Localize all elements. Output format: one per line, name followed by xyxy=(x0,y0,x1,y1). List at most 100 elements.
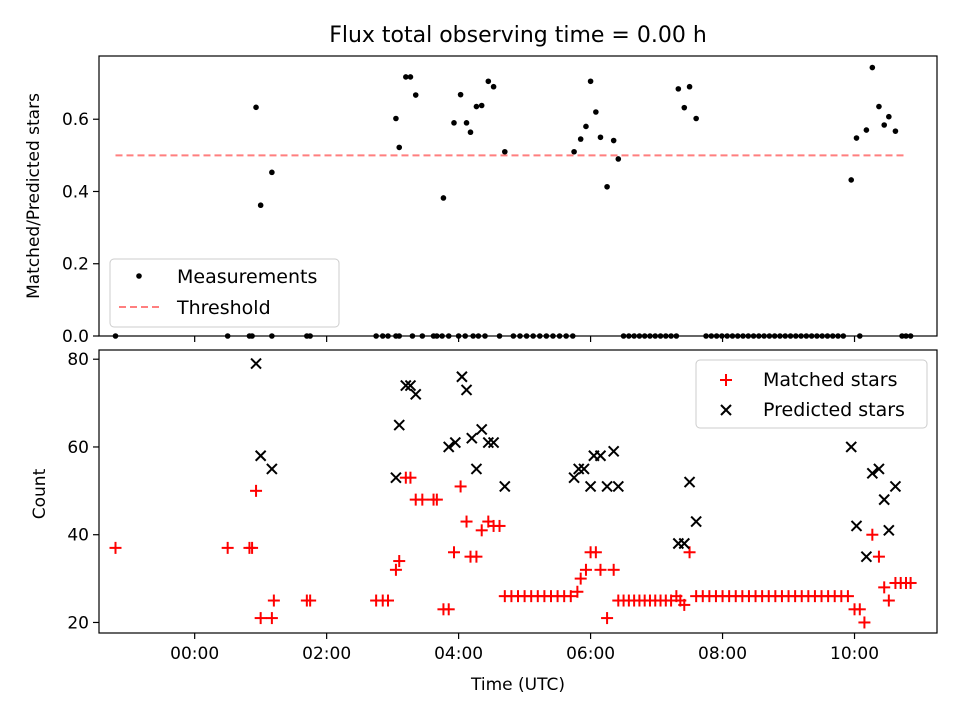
matched-star-point xyxy=(866,528,879,541)
predicted-star-point xyxy=(584,480,597,493)
matched-star-point xyxy=(382,594,395,607)
x-tick-label: 00:00 xyxy=(170,644,219,664)
measurement-point xyxy=(675,86,682,92)
legend-matched-label: Matched stars xyxy=(763,369,897,391)
predicted-star-point xyxy=(449,436,462,449)
predicted-star-point xyxy=(866,467,879,479)
measurement-point xyxy=(583,123,589,130)
matched-star-point xyxy=(678,598,691,611)
predicted-star-point xyxy=(883,524,895,537)
measurement-point xyxy=(473,103,480,110)
measurement-point xyxy=(269,169,275,176)
matched-star-point xyxy=(460,515,473,528)
y-tick-label: 60 xyxy=(67,438,89,458)
legend-predicted-label: Predicted stars xyxy=(763,399,905,421)
measurement-point xyxy=(693,115,699,122)
matched-star-point xyxy=(470,550,483,563)
matched-star-point xyxy=(109,541,122,554)
legend-matched-marker xyxy=(720,374,732,386)
matched-star-point xyxy=(265,612,278,625)
predicted-star-point xyxy=(266,463,278,475)
matched-star-point xyxy=(442,603,455,616)
bottom-axes-frame xyxy=(98,349,938,634)
predicted-star-point xyxy=(845,441,857,453)
measurement-point xyxy=(615,156,622,162)
predicted-star-point xyxy=(470,463,483,475)
matched-star-point xyxy=(589,546,602,559)
top-legend-box xyxy=(109,258,340,328)
measurement-point xyxy=(490,83,497,90)
x-tick-label: 10:00 xyxy=(830,644,879,664)
predicted-star-point xyxy=(393,419,405,431)
predicted-star-point xyxy=(460,384,473,396)
measurement-point xyxy=(597,134,604,141)
measurement-point xyxy=(467,129,474,136)
predicted-star-point xyxy=(443,441,455,453)
predicted-star-point xyxy=(850,520,863,532)
y-tick-label: 0.2 xyxy=(62,255,89,275)
predicted-star-point xyxy=(690,515,702,528)
measurement-point xyxy=(403,74,409,80)
legend-threshold-label: Threshold xyxy=(176,297,271,319)
measurement-point xyxy=(853,135,860,141)
measurement-point xyxy=(257,202,264,209)
x-tick-label: 04:00 xyxy=(434,644,483,664)
predicted-star-point xyxy=(410,388,422,401)
measurement-point xyxy=(577,136,584,142)
matched-star-point xyxy=(872,550,885,563)
predicted-star-point xyxy=(466,432,478,444)
predicted-star-point xyxy=(250,357,262,370)
count-panel: Count Time (UTC) 00:00 02:00 04:00 06:00 08:… xyxy=(30,349,938,695)
predicted-star-point xyxy=(400,379,412,392)
matched-star-point xyxy=(882,594,895,607)
y-tick-label: 40 xyxy=(67,526,89,546)
measurement-point xyxy=(848,177,855,183)
measurement-point xyxy=(593,109,599,115)
predicted-star-point xyxy=(889,480,902,493)
predicted-star-point xyxy=(678,537,690,550)
predicted-star-point xyxy=(476,423,488,436)
bottom-plot-area: 00:00 02:00 04:00 06:00 08:00 10:00 20 40 60 80 xyxy=(67,350,917,664)
predicted-star-point xyxy=(683,476,696,488)
predicted-star-point xyxy=(456,371,468,383)
matched-star-point xyxy=(246,541,259,554)
matched-star-point xyxy=(493,519,506,532)
matched-star-point xyxy=(404,471,417,484)
predicted-star-point xyxy=(578,463,590,475)
predicted-star-point xyxy=(601,480,613,493)
y-tick-label: 80 xyxy=(67,350,89,370)
matched-star-point xyxy=(393,555,406,568)
matched-star-point xyxy=(579,563,592,576)
matched-star-point xyxy=(389,563,402,576)
measurement-point xyxy=(892,128,899,134)
matched-star-point xyxy=(601,612,614,625)
measurement-point xyxy=(412,92,419,98)
legend-measurements-label: Measurements xyxy=(177,266,317,288)
x-axis-label: Time (UTC) xyxy=(470,675,565,695)
matched-star-point xyxy=(447,546,460,559)
predicted-star-point xyxy=(499,480,511,493)
bottom-y-axis-label: Count xyxy=(30,468,50,519)
predicted-star-point xyxy=(873,463,885,475)
y-tick-label: 0.6 xyxy=(62,110,89,130)
top-legend: Measurements Threshold xyxy=(109,258,340,328)
predicted-star-point xyxy=(487,436,500,449)
measurement-point xyxy=(876,103,882,110)
matched-star-point xyxy=(454,480,467,493)
x-tick-label: 02:00 xyxy=(302,644,351,664)
predicted-star-point xyxy=(594,450,607,462)
x-tick-label: 06:00 xyxy=(566,644,615,664)
y-tick-label: 0.0 xyxy=(62,327,89,347)
matched-star-point xyxy=(267,594,280,607)
predicted-star-point xyxy=(390,471,402,484)
measurement-point xyxy=(457,91,464,98)
measurement-point xyxy=(451,120,457,126)
measurement-point xyxy=(587,78,594,85)
top-y-axis-label: Matched/Predicted stars xyxy=(24,93,44,299)
y-tick-label: 20 xyxy=(67,613,89,633)
matched-star-point xyxy=(853,603,866,616)
matched-star-point xyxy=(607,563,620,576)
measurement-point xyxy=(485,78,492,85)
measurement-point xyxy=(478,102,485,109)
